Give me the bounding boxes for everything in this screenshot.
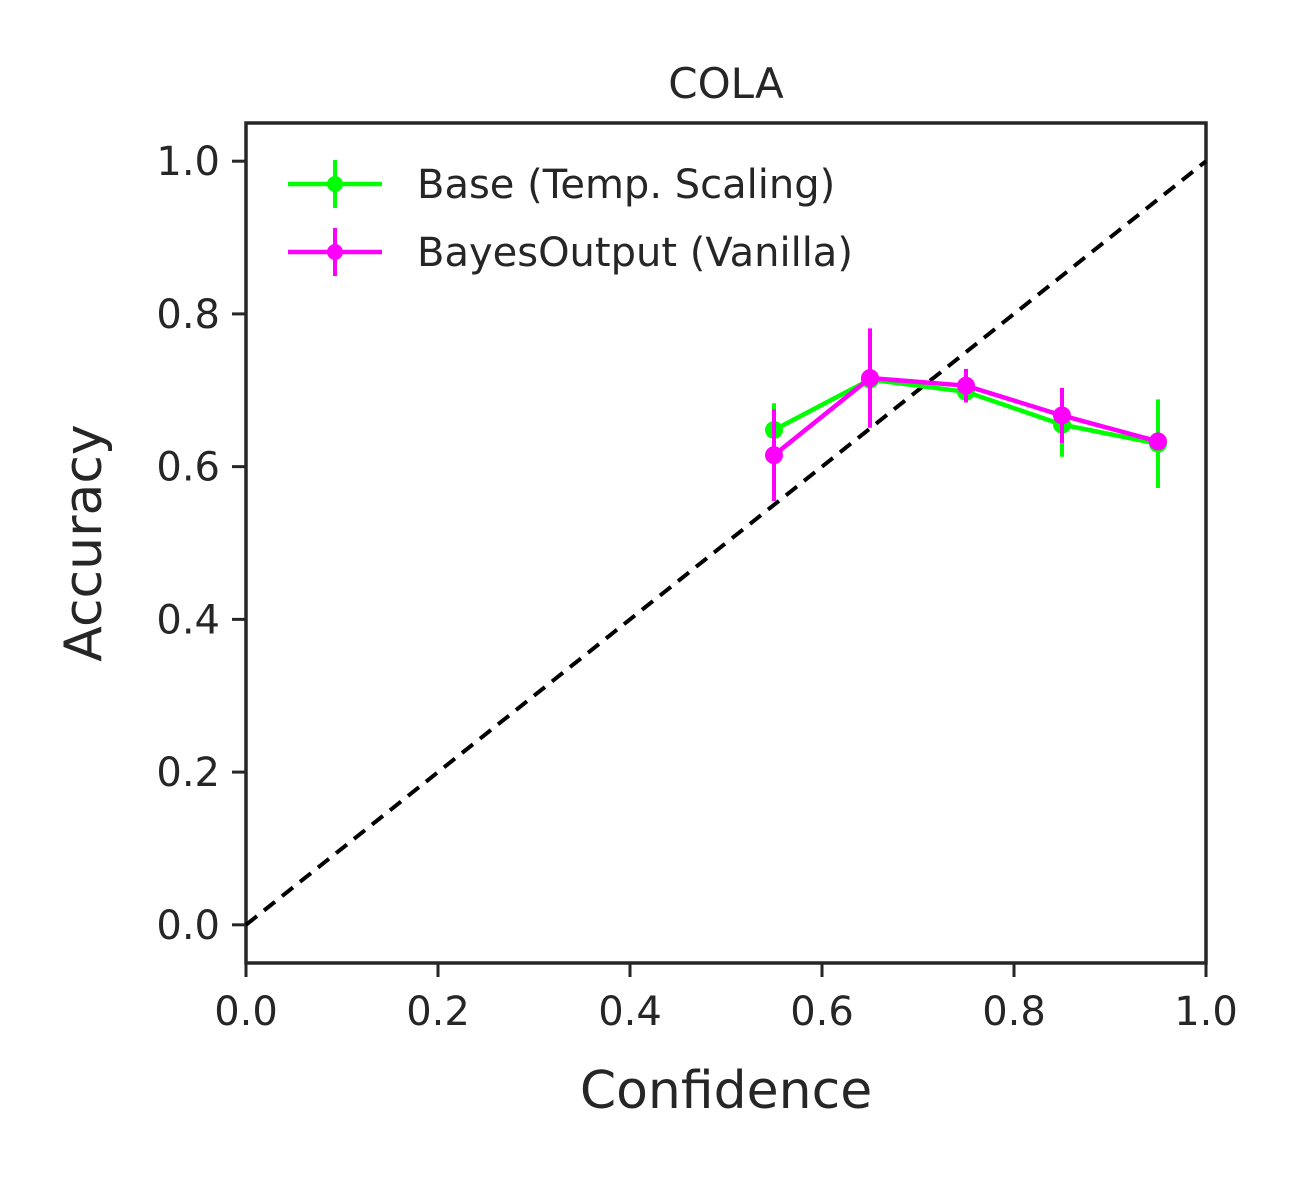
chart-title: COLA [668, 59, 784, 108]
x-tick-label: 0.4 [598, 989, 662, 1035]
plot-area: 0.0 0.2 0.4 0.6 0.8 1.0 0.0 0.2 0.4 0.6 0.8 1.0 Base… [156, 121, 1238, 1035]
y-tick-label: 0.4 [156, 597, 220, 643]
data-point [1149, 432, 1167, 451]
data-point [1053, 406, 1071, 425]
y-axis-title: Accuracy [54, 424, 114, 661]
y-tick-label: 0.0 [156, 903, 220, 949]
legend-marker [327, 244, 343, 260]
data-point [765, 446, 783, 465]
y-tick-label: 0.6 [156, 445, 220, 491]
x-tick-label: 0.6 [790, 989, 854, 1035]
data-point [861, 369, 879, 388]
x-tick-label: 0.2 [406, 989, 470, 1035]
legend-label: BayesOutput (Vanilla) [417, 230, 853, 276]
x-axis-title: Confidence [580, 1061, 872, 1121]
x-tick-label: 1.0 [1174, 989, 1238, 1035]
x-tick-label: 0.8 [982, 989, 1046, 1035]
y-tick-label: 0.2 [156, 750, 220, 796]
y-tick-label: 0.8 [156, 292, 220, 338]
data-point [957, 376, 975, 395]
y-tick-label: 1.0 [156, 139, 220, 185]
x-tick-label: 0.0 [214, 989, 278, 1035]
legend-label: Base (Temp. Scaling) [417, 162, 835, 208]
legend-marker [327, 176, 343, 192]
plot-frame [244, 121, 1208, 965]
series-2 [765, 328, 1167, 501]
reference-diagonal-line [244, 159, 1208, 927]
legend: Base (Temp. Scaling) BayesOutput (Vanilla… [288, 160, 853, 276]
